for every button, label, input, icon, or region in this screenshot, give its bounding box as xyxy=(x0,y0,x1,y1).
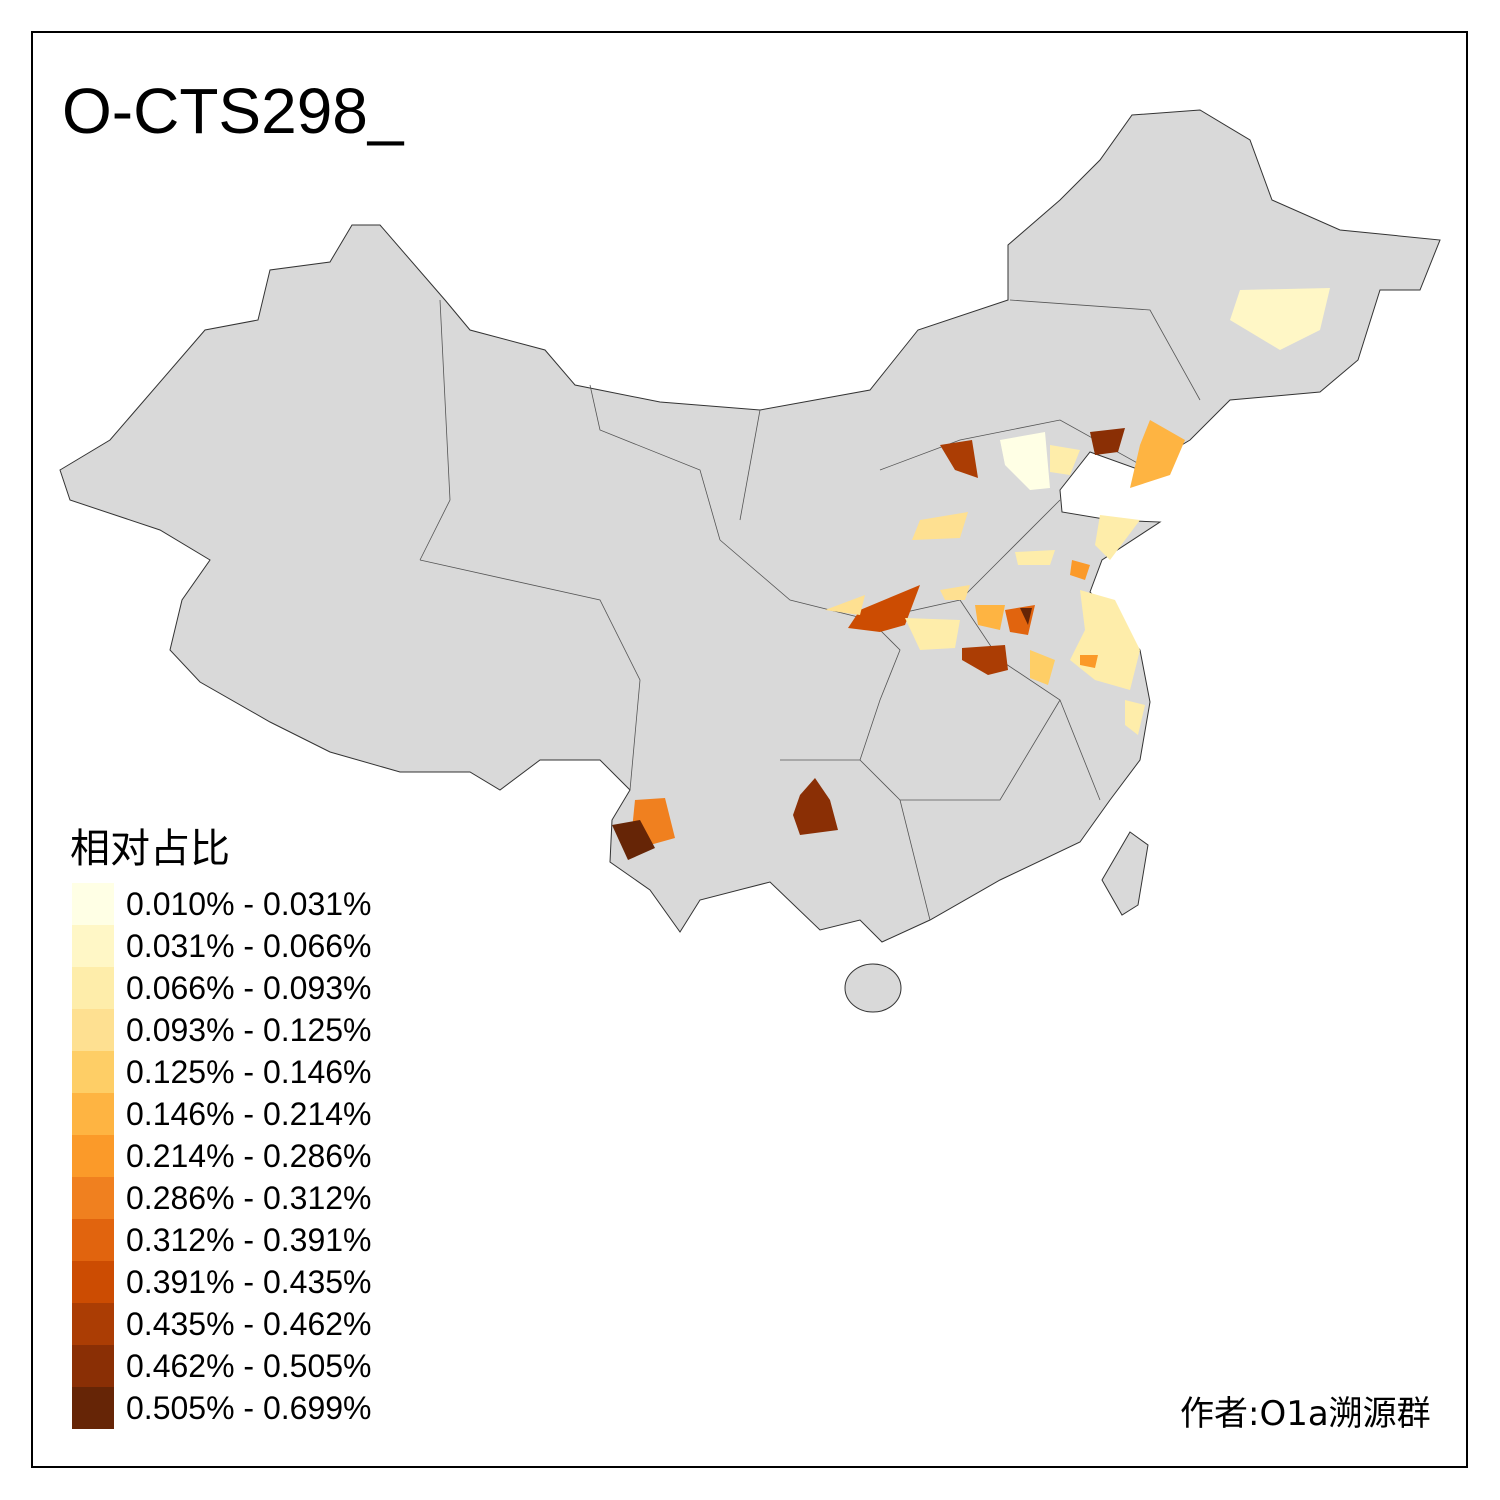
legend-item: 0.312% - 0.391% xyxy=(72,1219,372,1261)
legend-swatch xyxy=(72,1093,114,1135)
legend-item: 0.031% - 0.066% xyxy=(72,925,372,967)
legend-swatch xyxy=(72,1345,114,1387)
legend-label: 0.093% - 0.125% xyxy=(126,1011,372,1048)
region xyxy=(905,618,960,650)
region xyxy=(825,595,865,615)
legend-label: 0.286% - 0.312% xyxy=(126,1179,372,1216)
legend-item: 0.462% - 0.505% xyxy=(72,1345,372,1387)
legend-swatch xyxy=(72,1135,114,1177)
legend-swatch xyxy=(72,883,114,925)
region xyxy=(1015,550,1055,565)
region xyxy=(1050,445,1080,475)
region xyxy=(1020,608,1032,625)
region xyxy=(793,778,838,835)
legend-swatch xyxy=(72,967,114,1009)
legend-item: 0.505% - 0.699% xyxy=(72,1387,372,1429)
legend-swatch xyxy=(72,1387,114,1429)
legend-swatch xyxy=(72,1177,114,1219)
legend-label: 0.010% - 0.031% xyxy=(126,885,372,922)
region xyxy=(848,585,920,632)
region xyxy=(975,605,1005,630)
author-credit: 作者:O1a溯源群 xyxy=(1180,1394,1431,1434)
legend: 0.010% - 0.031% 0.031% - 0.066% 0.066% - 0… xyxy=(72,883,372,1429)
taiwan-island xyxy=(1101,831,1149,916)
region xyxy=(1030,650,1055,685)
region xyxy=(1090,428,1125,455)
region xyxy=(1000,432,1050,490)
legend-item: 0.286% - 0.312% xyxy=(72,1177,372,1219)
map-title: O-CTS298_ xyxy=(62,75,404,147)
region xyxy=(1095,515,1140,560)
legend-swatch xyxy=(72,1219,114,1261)
highlighted-regions xyxy=(612,288,1330,860)
region xyxy=(612,820,655,860)
china-mainland xyxy=(59,109,1441,943)
legend-item: 0.391% - 0.435% xyxy=(72,1261,372,1303)
legend-item: 0.214% - 0.286% xyxy=(72,1135,372,1177)
region xyxy=(940,585,970,600)
region xyxy=(1125,700,1145,735)
legend-item: 0.066% - 0.093% xyxy=(72,967,372,1009)
legend-swatch xyxy=(72,1009,114,1051)
legend-label: 0.031% - 0.066% xyxy=(126,927,372,964)
legend-label: 0.066% - 0.093% xyxy=(126,969,372,1006)
province-borders xyxy=(419,299,1201,921)
region xyxy=(1130,420,1185,488)
legend-label: 0.312% - 0.391% xyxy=(126,1221,372,1258)
legend-item: 0.010% - 0.031% xyxy=(72,883,372,925)
legend-swatch xyxy=(72,925,114,967)
legend-label: 0.505% - 0.699% xyxy=(126,1389,372,1426)
legend-label: 0.214% - 0.286% xyxy=(126,1137,372,1174)
region xyxy=(940,440,978,478)
legend-label: 0.435% - 0.462% xyxy=(126,1305,372,1342)
legend-swatch xyxy=(72,1303,114,1345)
legend-item: 0.125% - 0.146% xyxy=(72,1051,372,1093)
region xyxy=(1080,655,1098,668)
hainan-island xyxy=(844,963,902,1013)
map-frame xyxy=(31,31,1468,1468)
region xyxy=(912,512,968,540)
legend-item: 0.146% - 0.214% xyxy=(72,1093,372,1135)
legend-label: 0.391% - 0.435% xyxy=(126,1263,372,1300)
legend-item: 0.093% - 0.125% xyxy=(72,1009,372,1051)
legend-swatch xyxy=(72,1261,114,1303)
legend-item: 0.435% - 0.462% xyxy=(72,1303,372,1345)
region xyxy=(962,645,1008,675)
legend-swatch xyxy=(72,1051,114,1093)
legend-label: 0.146% - 0.214% xyxy=(126,1095,372,1132)
region xyxy=(1070,560,1090,580)
region xyxy=(1230,288,1330,350)
legend-title: 相对占比 xyxy=(70,826,230,872)
legend-label: 0.125% - 0.146% xyxy=(126,1053,372,1090)
legend-label: 0.462% - 0.505% xyxy=(126,1347,372,1384)
